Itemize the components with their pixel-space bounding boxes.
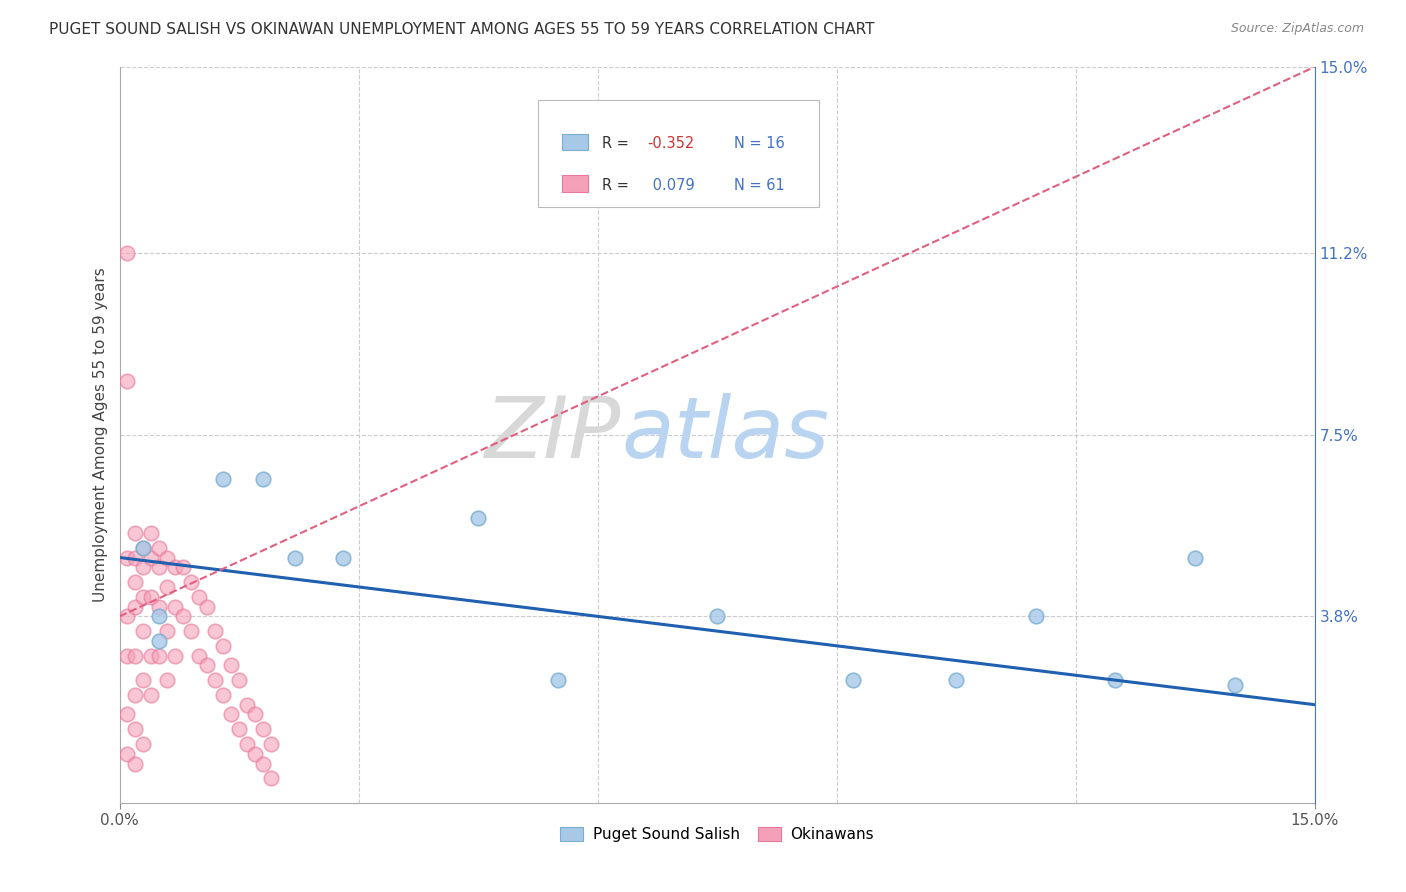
Point <box>124 688 146 702</box>
FancyBboxPatch shape <box>538 100 818 207</box>
Point <box>124 599 146 614</box>
Point <box>172 560 194 574</box>
Point <box>124 756 146 771</box>
Point <box>260 771 283 786</box>
Point <box>141 590 163 604</box>
Point <box>148 599 170 614</box>
Point <box>124 648 146 663</box>
Text: N = 61: N = 61 <box>734 178 785 193</box>
Point <box>156 624 179 639</box>
Point <box>212 472 235 486</box>
Point <box>132 541 155 555</box>
Point <box>132 590 155 604</box>
Text: 0.079: 0.079 <box>648 178 695 193</box>
Point <box>467 511 489 525</box>
Bar <box>562 176 588 192</box>
Point <box>252 756 274 771</box>
Text: ZIP: ZIP <box>485 393 621 476</box>
Point <box>156 580 179 594</box>
Point <box>284 550 307 565</box>
Point <box>212 639 235 653</box>
Point <box>260 737 283 751</box>
Point <box>117 747 139 761</box>
Point <box>132 560 155 574</box>
Point <box>188 590 211 604</box>
Point <box>117 707 139 722</box>
Point <box>172 609 194 624</box>
Point <box>141 550 163 565</box>
Point <box>117 648 139 663</box>
Point <box>188 648 211 663</box>
Point <box>236 737 259 751</box>
Point <box>148 609 170 624</box>
Text: Source: ZipAtlas.com: Source: ZipAtlas.com <box>1230 22 1364 36</box>
Point <box>117 550 139 565</box>
Point <box>156 550 179 565</box>
Point <box>252 472 274 486</box>
Point <box>204 624 226 639</box>
Point <box>132 673 155 687</box>
Point <box>1104 673 1126 687</box>
Legend: Puget Sound Salish, Okinawans: Puget Sound Salish, Okinawans <box>554 821 880 848</box>
Point <box>945 673 967 687</box>
Point <box>212 688 235 702</box>
Point <box>1184 550 1206 565</box>
Text: PUGET SOUND SALISH VS OKINAWAN UNEMPLOYMENT AMONG AGES 55 TO 59 YEARS CORRELATIO: PUGET SOUND SALISH VS OKINAWAN UNEMPLOYM… <box>49 22 875 37</box>
Point <box>1025 609 1047 624</box>
Point <box>117 609 139 624</box>
Point <box>165 560 187 574</box>
Point <box>124 525 146 540</box>
Point <box>1223 678 1246 692</box>
Bar <box>562 134 588 150</box>
Point <box>165 648 187 663</box>
Point <box>228 723 250 737</box>
Point <box>141 648 163 663</box>
Point <box>124 723 146 737</box>
Point <box>332 550 354 565</box>
Point <box>141 525 163 540</box>
Y-axis label: Unemployment Among Ages 55 to 59 years: Unemployment Among Ages 55 to 59 years <box>93 268 108 602</box>
Point <box>228 673 250 687</box>
Point <box>252 723 274 737</box>
Point <box>841 673 863 687</box>
Point <box>706 609 728 624</box>
Point <box>141 688 163 702</box>
Text: -0.352: -0.352 <box>648 136 695 151</box>
Point <box>219 658 242 673</box>
Point <box>132 624 155 639</box>
Point <box>124 574 146 589</box>
Text: atlas: atlas <box>621 393 830 476</box>
Text: R =: R = <box>602 136 634 151</box>
Text: R =: R = <box>602 178 634 193</box>
Point <box>117 246 139 260</box>
Point <box>243 707 266 722</box>
Point <box>195 599 218 614</box>
Point <box>165 599 187 614</box>
Point <box>148 648 170 663</box>
Point <box>243 747 266 761</box>
Point <box>124 550 146 565</box>
Point <box>180 624 202 639</box>
Point <box>132 541 155 555</box>
Point <box>195 658 218 673</box>
Point <box>547 673 569 687</box>
Point <box>219 707 242 722</box>
Text: N = 16: N = 16 <box>734 136 785 151</box>
Point <box>132 737 155 751</box>
Point <box>204 673 226 687</box>
Point <box>117 374 139 388</box>
Point <box>156 673 179 687</box>
Point <box>148 541 170 555</box>
Point <box>236 698 259 712</box>
Point <box>148 633 170 648</box>
Point <box>180 574 202 589</box>
Point <box>148 560 170 574</box>
